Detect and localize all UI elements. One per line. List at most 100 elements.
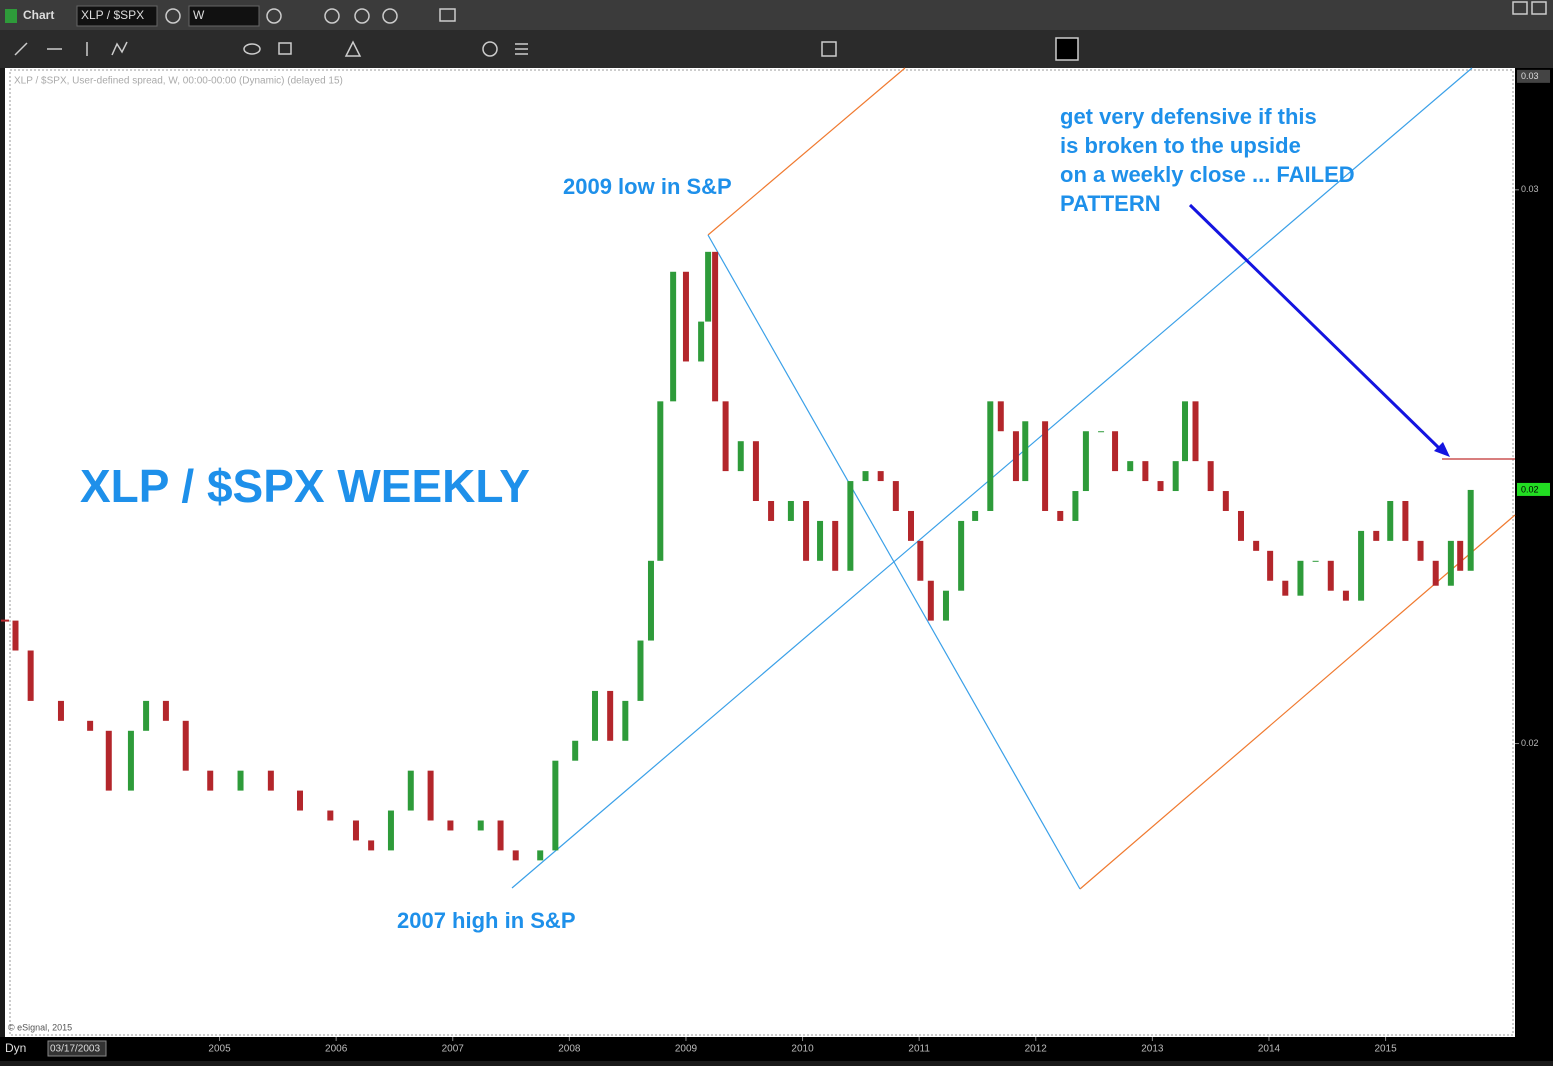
price-axis [1515, 68, 1553, 1037]
tool[interactable] [243, 43, 261, 55]
icon[interactable] [382, 8, 398, 24]
candle [1358, 530, 1365, 601]
icon[interactable] [165, 8, 181, 24]
candle [27, 650, 34, 701]
tool[interactable] [278, 42, 292, 55]
candle [987, 401, 994, 511]
x-tick-label: 2015 [1374, 1044, 1397, 1055]
candle [1253, 540, 1260, 551]
arrow [1188, 203, 1442, 451]
candle [1327, 560, 1334, 591]
candle [1373, 530, 1380, 541]
candle [1467, 489, 1474, 571]
plot-border [9, 69, 1514, 1036]
candle [972, 510, 979, 521]
candle [712, 251, 719, 402]
candle [12, 620, 19, 651]
symbol-box[interactable] [76, 5, 158, 27]
icon[interactable] [439, 8, 456, 22]
candle [737, 441, 744, 472]
candle [182, 720, 189, 771]
y-tick-label: 0.03 [1521, 184, 1539, 194]
x-tick-label: 2005 [208, 1044, 231, 1055]
x-tick-label: 2010 [791, 1044, 814, 1055]
window-button[interactable] [1531, 1, 1547, 15]
candle [1402, 501, 1409, 541]
candle [877, 471, 884, 482]
icon[interactable] [266, 8, 282, 24]
candle [1098, 431, 1105, 433]
icon[interactable] [324, 8, 340, 24]
candle [705, 251, 712, 322]
candle [1342, 590, 1349, 601]
candle [847, 481, 854, 571]
x-tick-label: 2009 [675, 1044, 698, 1055]
candle [698, 321, 705, 362]
candle [942, 590, 949, 621]
candle [1447, 540, 1454, 586]
tool[interactable] [344, 40, 362, 57]
candle [1297, 560, 1304, 596]
candle [1282, 580, 1289, 596]
tool[interactable] [14, 42, 28, 56]
candle [832, 520, 839, 571]
trendline [707, 67, 906, 236]
candle [1082, 431, 1089, 492]
annotation: get very defensive if this [1060, 104, 1317, 129]
candle [958, 520, 965, 591]
candle [387, 810, 394, 851]
candle [1267, 550, 1274, 581]
interval-box[interactable] [188, 5, 260, 27]
price-label: 0.02 [1521, 484, 1539, 494]
symbol[interactable]: XLP / $SPX [81, 8, 144, 22]
candle [1222, 491, 1229, 511]
candle [267, 770, 274, 791]
candle [368, 840, 375, 851]
candle [592, 690, 599, 741]
candle [407, 770, 414, 811]
trendline [1079, 514, 1516, 890]
annotation: 2009 low in S&P [563, 174, 732, 199]
candle [1207, 461, 1214, 492]
candle [1312, 560, 1319, 562]
price-box [1517, 482, 1550, 496]
candle [1182, 401, 1189, 462]
x-tick-label: 2014 [1258, 1044, 1281, 1055]
chart-title: XLP / $SPX WEEKLY [80, 460, 530, 512]
candle [670, 271, 677, 402]
candle [917, 540, 924, 581]
icon[interactable] [354, 8, 370, 24]
candle [1142, 461, 1149, 482]
toolbar-icons [14, 37, 1079, 61]
copyright: © eSignal, 2015 [8, 1022, 72, 1032]
candle [622, 700, 629, 741]
candle [803, 501, 810, 561]
candle [572, 740, 579, 761]
candle [607, 690, 614, 741]
candle [127, 730, 134, 791]
tool[interactable] [482, 41, 498, 57]
candle [722, 401, 729, 472]
annotation: PATTERN [1060, 191, 1161, 216]
tool[interactable] [1055, 37, 1079, 61]
interval[interactable]: W [193, 8, 205, 22]
window-title: Chart [23, 8, 54, 22]
time-axis [0, 1037, 1553, 1061]
candle [997, 401, 1004, 432]
tool[interactable] [821, 41, 837, 57]
candle [862, 471, 869, 482]
annotation: 2007 high in S&P [397, 908, 576, 933]
candle [657, 401, 664, 561]
candle [512, 850, 519, 861]
start-date: 03/17/2003 [50, 1044, 100, 1055]
x-tick-label: 2008 [558, 1044, 581, 1055]
candle [87, 720, 94, 731]
candle [908, 510, 914, 541]
toolbar [0, 30, 1553, 68]
tool[interactable] [111, 41, 128, 56]
candle [1022, 421, 1029, 482]
candle [537, 850, 544, 861]
candle [207, 770, 214, 791]
window-button[interactable] [1512, 1, 1528, 15]
